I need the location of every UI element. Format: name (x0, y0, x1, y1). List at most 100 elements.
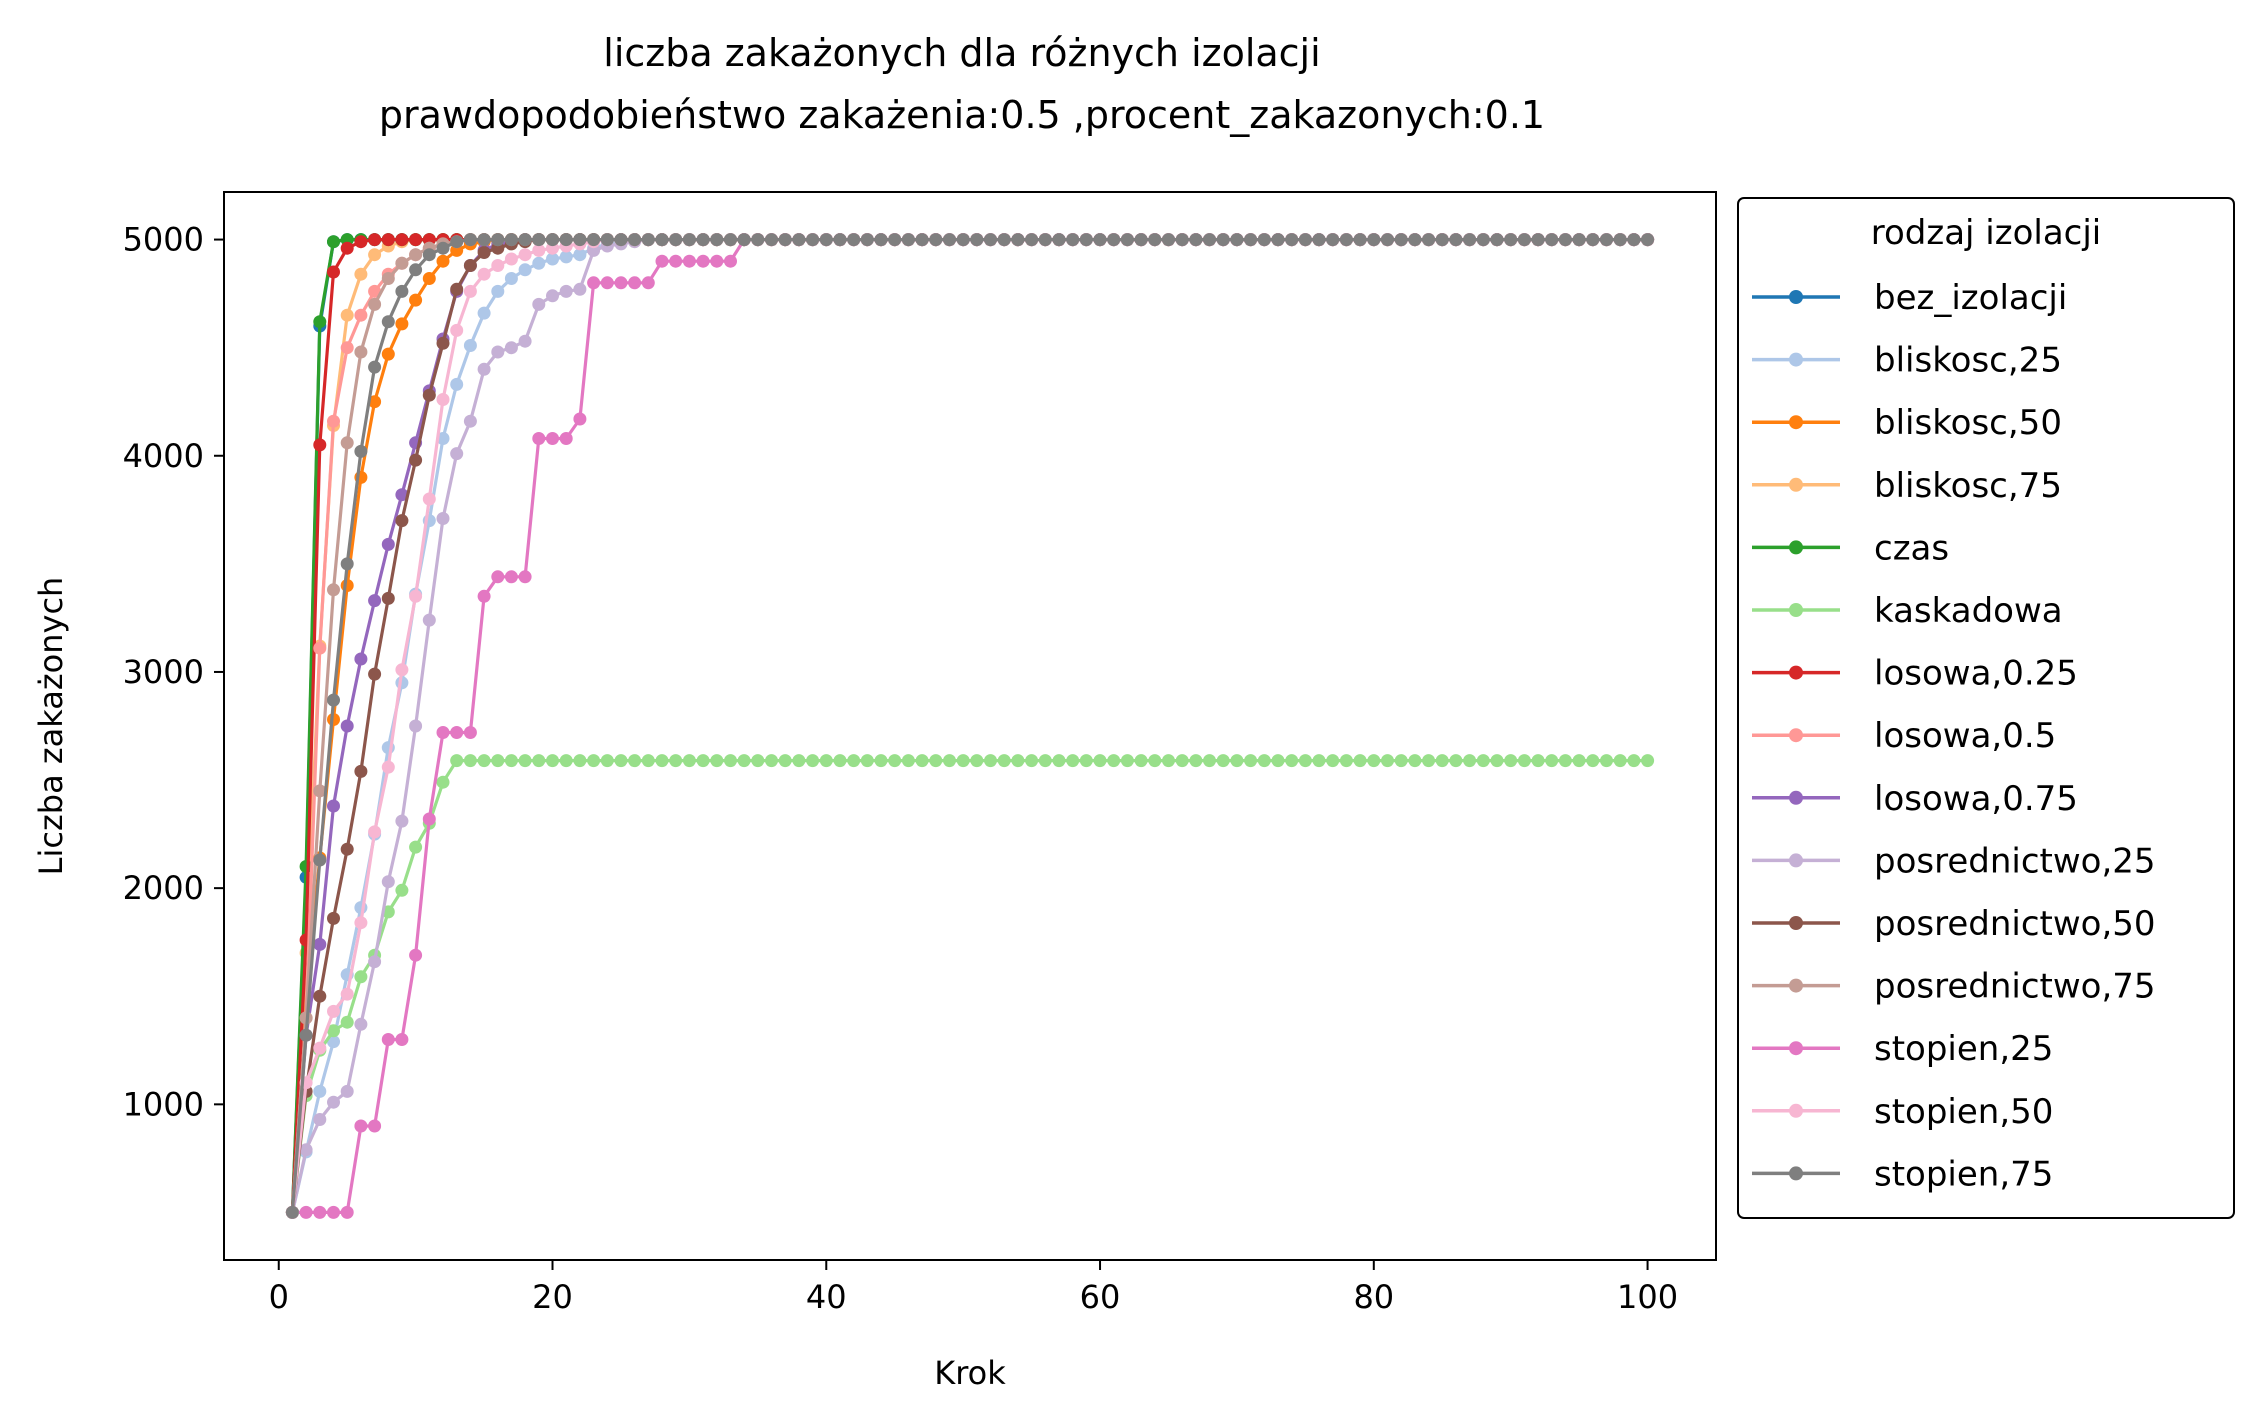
data-point (559, 432, 573, 445)
legend-marker (1789, 665, 1803, 680)
data-point (669, 754, 683, 768)
data-point (491, 570, 505, 584)
data-point (600, 754, 614, 768)
legend-label: losowa,0.25 (1874, 654, 2078, 694)
data-point (436, 393, 450, 406)
data-point (737, 754, 751, 768)
data-point (1079, 233, 1093, 247)
data-point (518, 570, 532, 584)
data-point (724, 233, 737, 247)
data-point (614, 754, 628, 768)
legend-item: stopien,75 (1752, 1154, 2053, 1194)
data-point (874, 754, 888, 768)
data-point (463, 284, 477, 298)
data-point (354, 345, 368, 359)
data-point (1558, 754, 1572, 768)
data-point (970, 754, 984, 768)
data-point (313, 315, 327, 329)
data-point (1367, 233, 1381, 247)
data-point (409, 840, 423, 854)
legend: rodzaj izolacji bez_izolacjibliskosc,25b… (1737, 197, 2235, 1219)
data-point (395, 663, 409, 677)
data-point (1093, 754, 1107, 768)
x-tick-label: 80 (1353, 1278, 1394, 1316)
y-tick-label: 4000 (123, 437, 204, 475)
x-tick-label: 100 (1617, 1278, 1678, 1316)
data-point (1586, 233, 1600, 247)
data-point (450, 235, 464, 249)
data-point (1189, 754, 1203, 768)
data-point (1435, 754, 1449, 768)
legend-marker (1789, 540, 1803, 555)
data-point (696, 254, 710, 268)
data-point (546, 289, 559, 303)
data-point (368, 955, 382, 969)
data-point (327, 265, 340, 279)
data-point (395, 256, 409, 270)
data-point (1613, 233, 1627, 247)
data-point (436, 775, 450, 789)
data-point (327, 693, 340, 707)
data-point (1162, 754, 1175, 768)
data-point (751, 754, 765, 768)
data-point (532, 256, 546, 270)
legend-label: posrednictwo,50 (1874, 904, 2156, 944)
data-point (943, 754, 956, 768)
data-point (518, 754, 532, 768)
data-point (1476, 233, 1490, 247)
data-point (1312, 233, 1326, 247)
data-point (313, 1084, 327, 1098)
data-point (765, 233, 778, 247)
data-point (340, 241, 354, 255)
data-point (1463, 233, 1477, 247)
data-point (299, 1028, 313, 1042)
data-point (587, 233, 601, 247)
data-point (1600, 754, 1613, 768)
data-point (368, 1119, 382, 1133)
legend-marker (1789, 1041, 1803, 1056)
data-point (463, 726, 477, 739)
y-tick-label: 3000 (123, 653, 204, 691)
data-point (1572, 754, 1586, 768)
data-point (395, 514, 409, 528)
data-point (1257, 754, 1271, 768)
data-point (422, 812, 436, 826)
data-point (1011, 233, 1025, 247)
data-point (422, 492, 436, 506)
data-point (1011, 754, 1025, 768)
y-tick-label: 5000 (123, 221, 204, 259)
data-point (381, 875, 395, 889)
x-tick-label: 20 (532, 1278, 573, 1316)
data-point (641, 233, 655, 247)
data-point (340, 987, 354, 1001)
data-point (628, 754, 642, 768)
data-point (1025, 233, 1039, 247)
data-point (313, 1205, 327, 1219)
data-point (395, 488, 409, 502)
data-point (1271, 233, 1285, 247)
data-point (696, 233, 710, 247)
data-point (970, 233, 984, 247)
data-point (819, 754, 833, 768)
data-point (477, 589, 491, 603)
data-point (422, 272, 436, 285)
data-point (395, 233, 409, 247)
data-point (1216, 233, 1230, 247)
data-point (888, 754, 902, 768)
data-point (778, 233, 792, 247)
data-point (1066, 754, 1080, 768)
legend-box (1737, 197, 2235, 1219)
data-point (368, 233, 382, 247)
data-point (381, 347, 395, 361)
data-point (901, 233, 915, 247)
data-point (860, 233, 874, 247)
data-point (1230, 233, 1244, 247)
data-point (491, 754, 505, 768)
data-point (340, 579, 354, 592)
data-point (313, 641, 327, 655)
series-stopien-75 (285, 233, 1655, 1219)
legend-marker (1789, 290, 1803, 304)
data-point (1490, 754, 1504, 768)
data-point (655, 233, 669, 247)
chart-subtitle: prawdopodobieństwo zakażenia:0.5 ,procen… (379, 93, 1545, 137)
